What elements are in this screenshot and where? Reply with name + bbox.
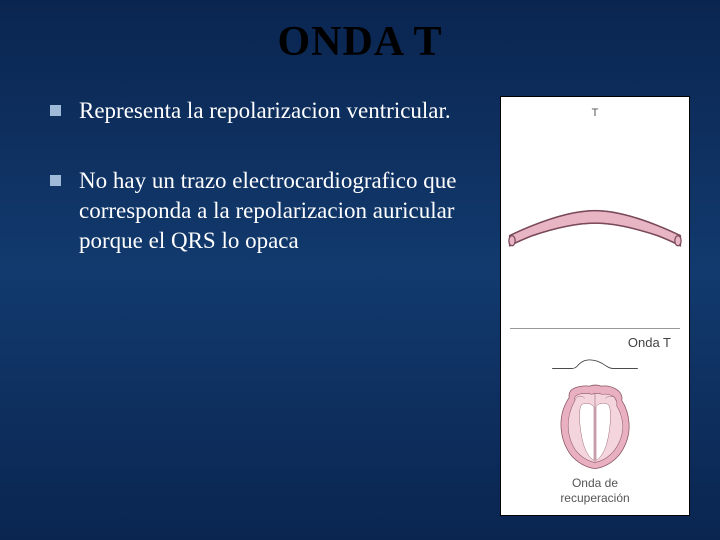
- ecg-trace-icon: [510, 354, 680, 375]
- content-area: Representa la repolarizacion ventricular…: [0, 66, 720, 516]
- bullet-item: No hay un trazo electrocardiografico que…: [50, 166, 480, 256]
- bullet-item: Representa la repolarizacion ventricular…: [50, 96, 480, 126]
- bullet-marker-icon: [50, 175, 61, 186]
- slide-title: ONDA T: [0, 0, 720, 66]
- bullet-marker-icon: [50, 105, 61, 116]
- text-column: Representa la repolarizacion ventricular…: [50, 96, 500, 516]
- onda-t-label: Onda T: [628, 335, 671, 350]
- figure-top-label: T: [592, 107, 599, 119]
- figure-panel: T Onda T Onda de recuperación: [500, 96, 690, 516]
- bullet-text: No hay un trazo electrocardiografico que…: [79, 166, 480, 256]
- figure-divider: [510, 328, 680, 329]
- heart-diagram-icon: [515, 383, 675, 471]
- muscle-strip-icon: [507, 123, 683, 328]
- bullet-text: Representa la repolarizacion ventricular…: [79, 96, 480, 126]
- figure-bottom-label: Onda de recuperación: [560, 476, 629, 505]
